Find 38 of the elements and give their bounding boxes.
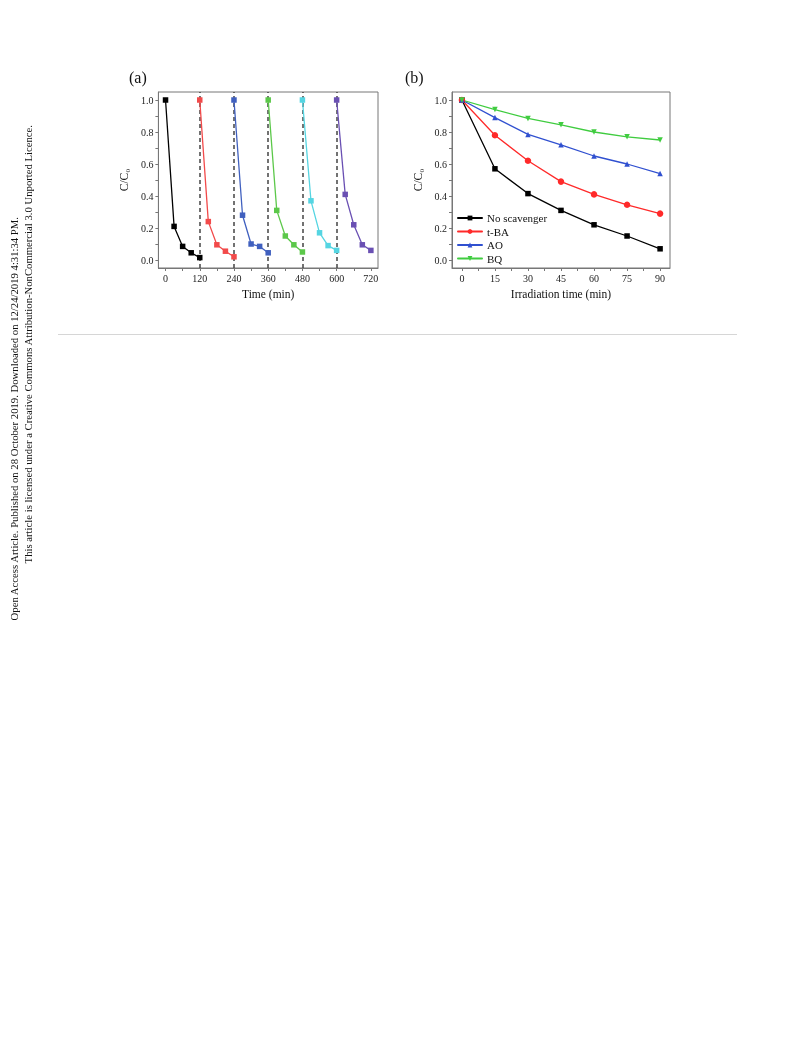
- y-tick-label: 0.6: [434, 158, 447, 170]
- legend-label: BQ: [487, 252, 503, 265]
- y-tick-label: 0.0: [140, 254, 154, 266]
- text: Open Access Article. Published on 28 October 2019. Downloaded on 12/24/2019 4:31:34 PM.: [8, 216, 20, 620]
- y-tick-label: 0.2: [140, 222, 154, 234]
- y-tick-label: 0.8: [434, 126, 447, 138]
- y-tick-label: 0.2: [434, 222, 447, 234]
- x-tick-label: 0: [459, 272, 465, 284]
- text: This article is licensed under a Creative Commons Attribution-NonCommercial 3.0 Unported Licence.: [22, 124, 34, 563]
- y-axis-title: C/C₀: [411, 168, 424, 192]
- x-tick-label: 360: [260, 272, 276, 284]
- x-tick-label: 600: [329, 272, 345, 284]
- y-axis-title: C/C₀: [118, 168, 130, 192]
- x-tick-label: 90: [655, 272, 666, 284]
- x-tick-label: 0: [163, 272, 169, 284]
- legend-label: t-BA: [487, 225, 510, 238]
- x-tick-label: 480: [294, 272, 310, 284]
- y-tick-label: 0.4: [434, 190, 447, 202]
- y-tick-label: 1.0: [140, 94, 154, 106]
- x-tick-label: 240: [226, 272, 242, 284]
- y-tick-label: 0.4: [140, 190, 154, 202]
- x-tick-label: 75: [622, 272, 633, 284]
- x-axis-title: Irradiation time (min): [510, 288, 612, 301]
- legend-label: No scavenger: [487, 212, 548, 224]
- legend-label: AO: [487, 239, 503, 251]
- x-tick-label: 720: [363, 272, 379, 284]
- x-tick-label: 45: [556, 272, 566, 284]
- y-tick-label: 0.8: [140, 126, 154, 138]
- x-tick-label: 60: [589, 272, 600, 284]
- x-axis-title: Time (min): [242, 288, 295, 301]
- x-tick-label: 120: [192, 272, 208, 284]
- y-tick-label: 1.0: [434, 94, 447, 106]
- x-tick-label: 30: [522, 272, 533, 284]
- x-tick-label: 15: [489, 272, 500, 284]
- chart-title: (a): [129, 68, 147, 87]
- chart-title: (b): [405, 68, 424, 87]
- y-tick-label: 0.6: [140, 158, 154, 170]
- y-tick-label: 0.0: [434, 254, 447, 266]
